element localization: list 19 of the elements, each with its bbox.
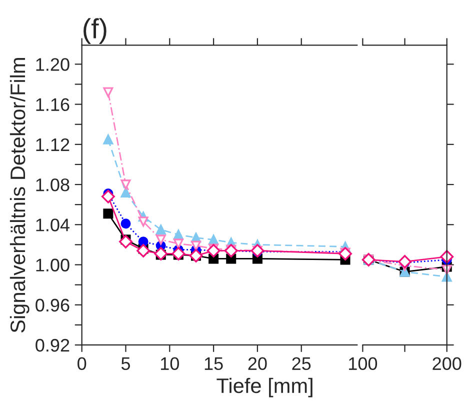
y-tick-label: 1.12 bbox=[36, 138, 70, 151]
x-tick-label: 25 bbox=[292, 357, 311, 370]
y-tick-label: 1.16 bbox=[36, 98, 70, 112]
y-tick-label: 1.00 bbox=[36, 258, 70, 272]
y-tick-label: 1.04 bbox=[36, 218, 70, 232]
y-axis-title: Signalverhältnis Detektor/Film bbox=[10, 58, 30, 332]
x-axis-title: Tiefe [mm] bbox=[216, 378, 312, 398]
x-tick-label: 10 bbox=[160, 357, 179, 370]
x-tick-label: 15 bbox=[204, 357, 223, 370]
chart-title: (f) bbox=[84, 18, 106, 44]
y-tick-label: 0.96 bbox=[36, 298, 70, 312]
x-tick-label: 0 bbox=[78, 357, 86, 370]
y-tick-label: 1.20 bbox=[36, 58, 70, 71]
y-tick-label: 0.92 bbox=[36, 338, 70, 352]
y-tick-label: 1.08 bbox=[36, 178, 70, 192]
x-tick-label: 5 bbox=[121, 357, 130, 370]
x-tick-label: 200 bbox=[432, 357, 462, 370]
x-tick-label: 20 bbox=[248, 357, 267, 370]
x-tick-label: 100 bbox=[349, 357, 378, 370]
